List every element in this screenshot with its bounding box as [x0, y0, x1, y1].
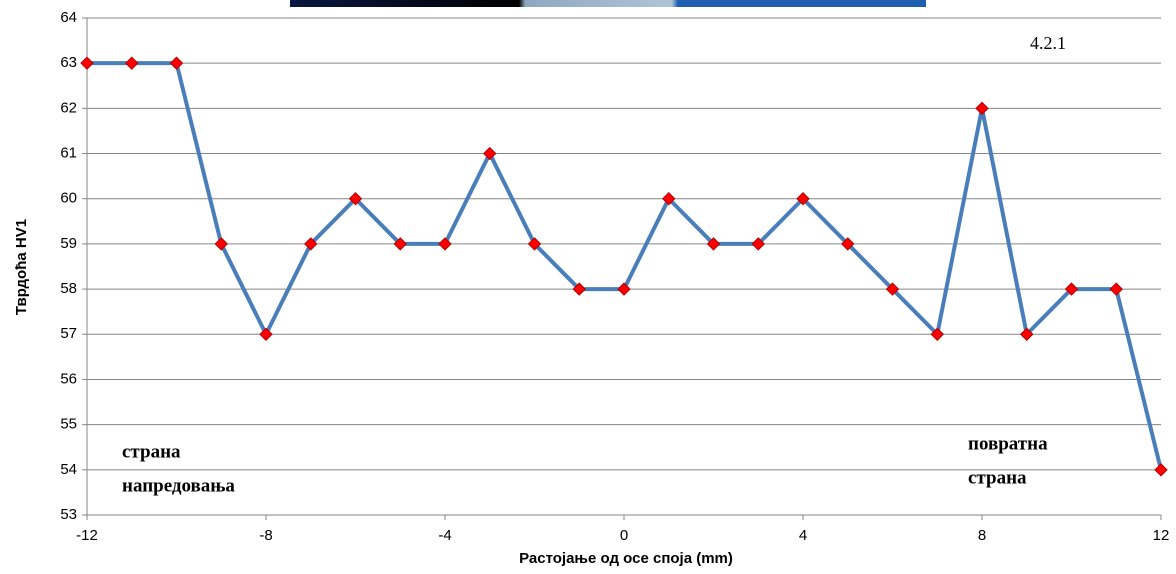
- x-tick-label: -4: [438, 527, 451, 544]
- y-tick-label: 61: [60, 145, 77, 162]
- x-tick-label: 0: [620, 527, 628, 544]
- annotation: напредовања: [122, 475, 235, 496]
- y-tick-label: 53: [60, 506, 77, 523]
- data-marker: [527, 237, 542, 251]
- y-tick-label: 57: [60, 325, 77, 342]
- x-tick-label: -8: [259, 527, 272, 544]
- data-marker: [841, 237, 855, 251]
- data-marker: [125, 56, 139, 70]
- annotation: страна: [968, 467, 1027, 488]
- data-marker: [304, 237, 318, 251]
- data-marker: [348, 192, 363, 206]
- x-tick-label: -12: [76, 527, 98, 544]
- y-tick-label: 64: [60, 9, 77, 26]
- y-axis-label: Тврдоћа HV1: [13, 219, 30, 315]
- y-tick-label: 56: [60, 370, 77, 387]
- y-tick-label: 59: [60, 235, 77, 252]
- y-tick-label: 60: [60, 190, 77, 207]
- data-marker: [169, 56, 184, 70]
- y-tick-label: 54: [60, 461, 77, 478]
- data-marker: [80, 56, 94, 70]
- y-tick-label: 55: [60, 416, 77, 433]
- header-band: [290, 0, 926, 7]
- data-marker: [975, 101, 989, 116]
- annotation: страна: [122, 441, 181, 462]
- y-tick-label: 63: [60, 54, 77, 71]
- x-tick-label: 4: [799, 527, 807, 544]
- data-marker: [1154, 463, 1168, 477]
- x-axis-label: Растојање од осе споја (mm): [519, 550, 733, 567]
- x-tick-label: 12: [1153, 527, 1170, 544]
- data-marker: [1109, 282, 1123, 296]
- annotation: повратна: [968, 433, 1048, 454]
- data-marker: [662, 192, 676, 206]
- data-marker: [885, 282, 900, 296]
- data-marker: [796, 192, 810, 206]
- data-marker: [483, 146, 497, 161]
- data-marker: [706, 237, 721, 251]
- x-tick-label: 8: [978, 527, 986, 544]
- data-marker: [393, 237, 407, 251]
- data-marker: [1020, 327, 1034, 341]
- data-marker: [930, 327, 944, 341]
- data-marker: [214, 237, 228, 251]
- data-marker: [617, 282, 631, 296]
- data-marker: [438, 237, 452, 251]
- data-marker: [259, 327, 273, 341]
- y-tick-label: 58: [60, 280, 77, 297]
- y-tick-label: 62: [60, 99, 77, 116]
- annotation: 4.2.1: [1030, 33, 1066, 53]
- data-marker: [1064, 282, 1079, 296]
- data-line: [87, 61, 1163, 471]
- data-marker: [572, 282, 586, 296]
- data-marker: [751, 237, 765, 251]
